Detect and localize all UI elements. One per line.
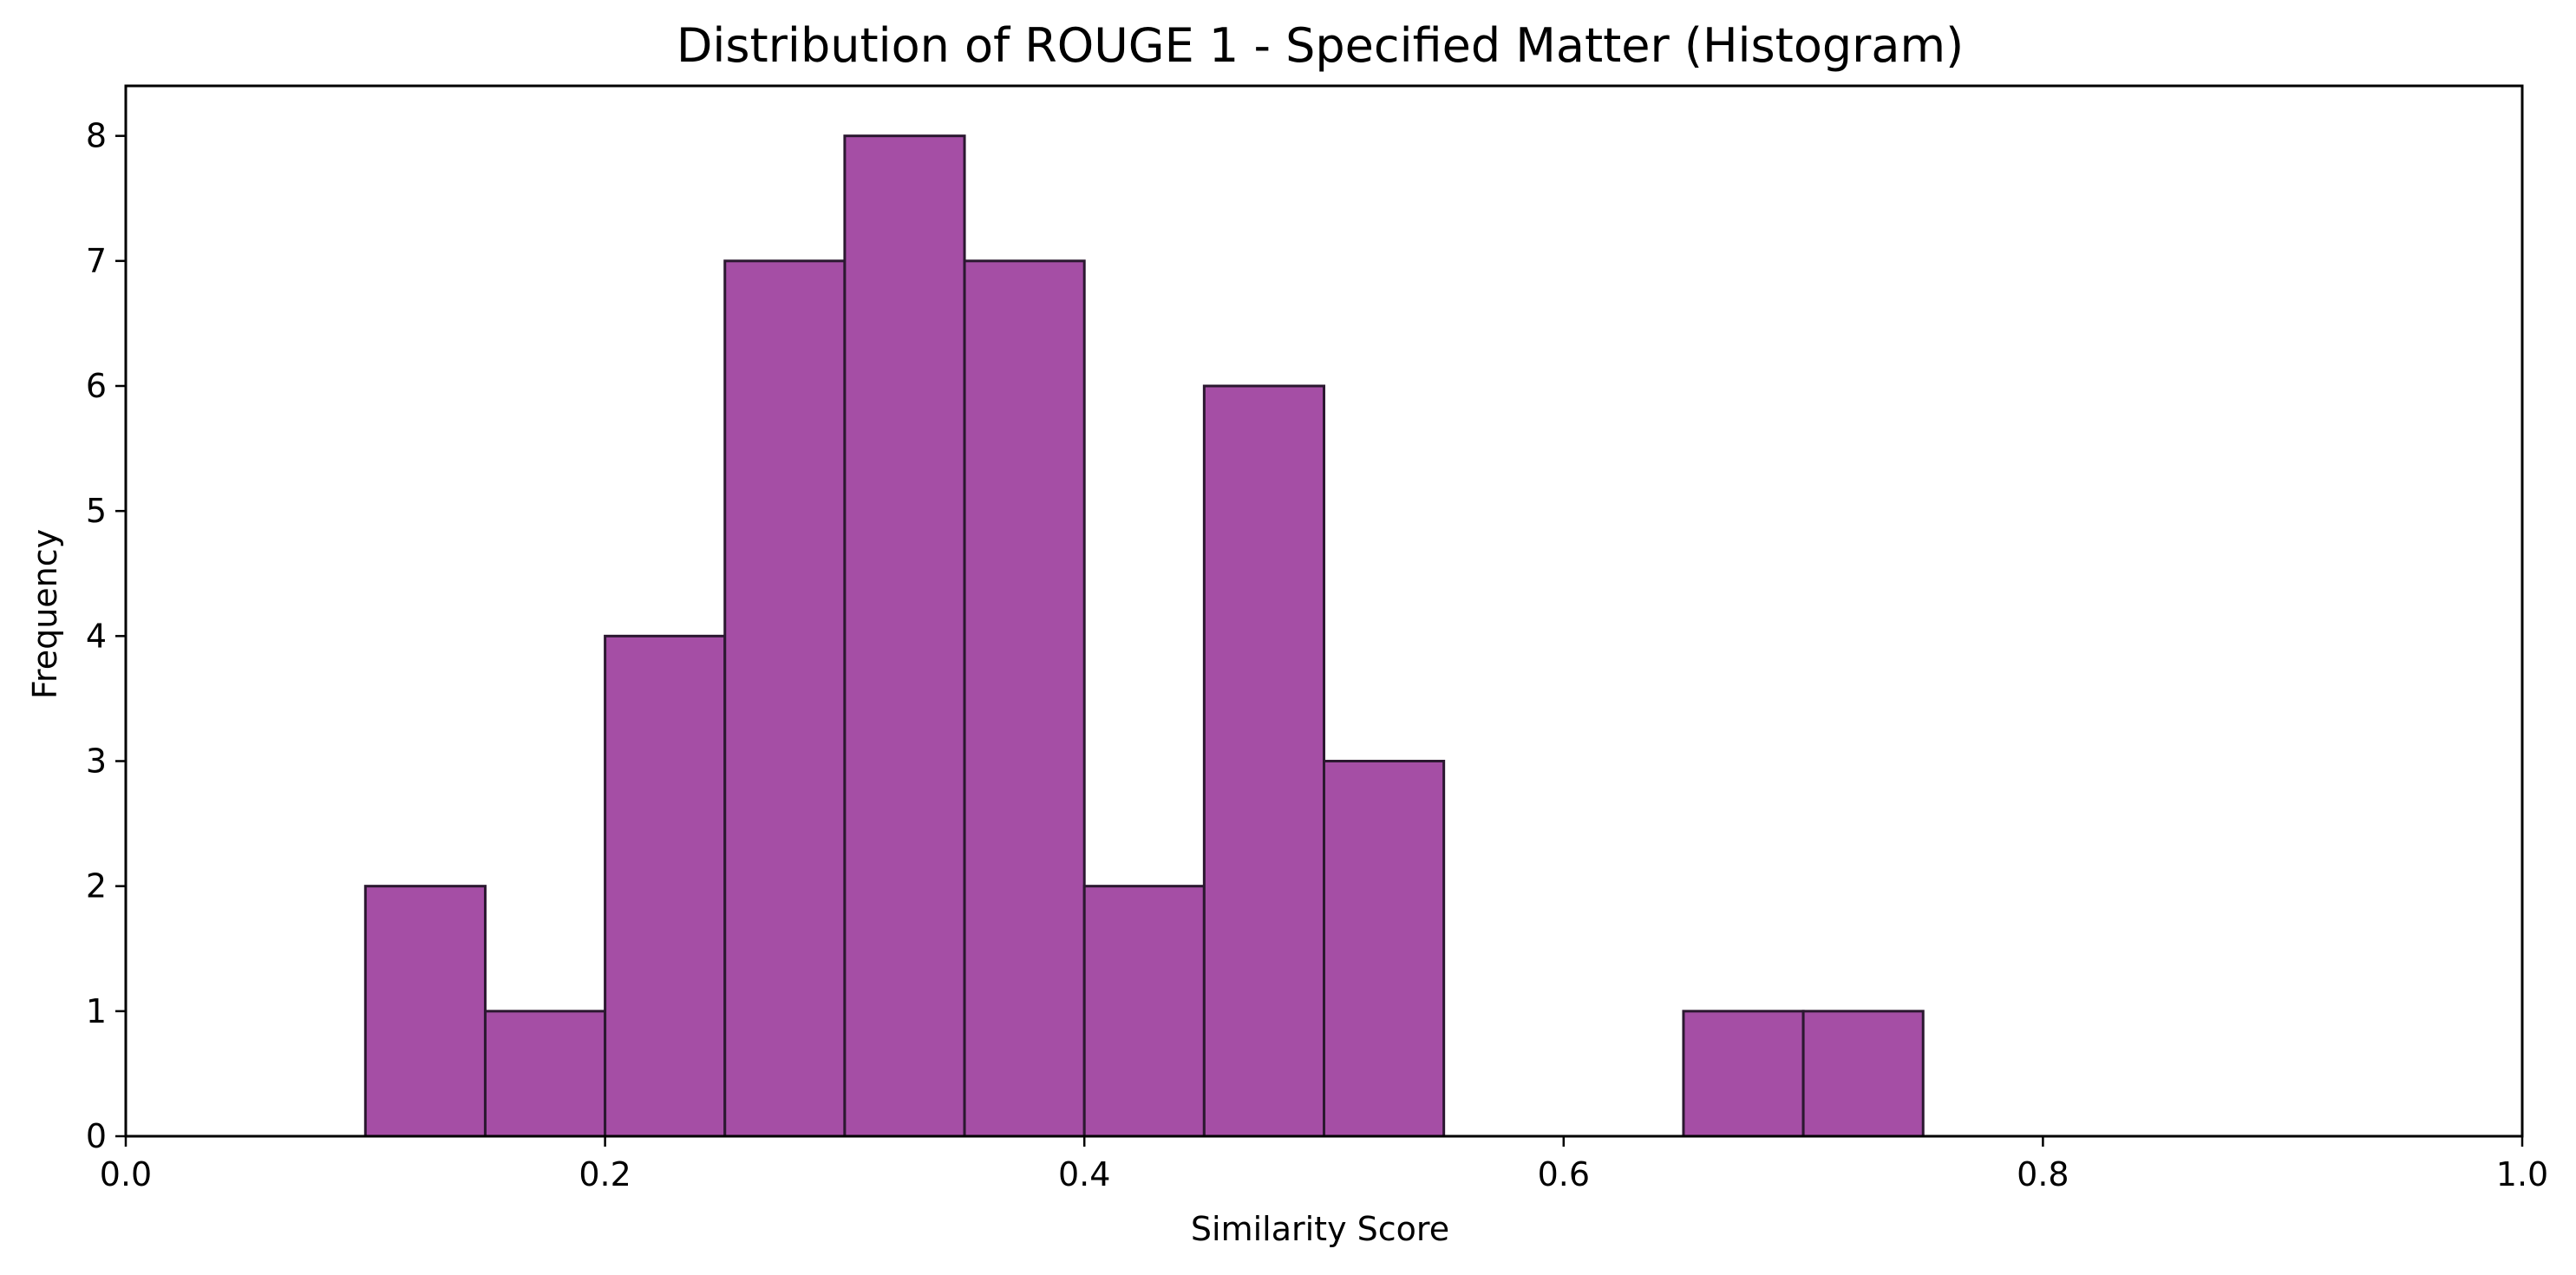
axes-layer bbox=[124, 84, 2524, 1138]
ticks-layer: 0.0 0.2 0.4 0.6 0.8 1.0 0 1 2 3 4 5 6 7 8 bbox=[86, 117, 2548, 1193]
y-tick-label-7: 7 bbox=[86, 242, 107, 280]
histogram-bar-0 bbox=[363, 885, 487, 1138]
x-tick-label-2: 0.4 bbox=[1058, 1155, 1110, 1193]
x-tick-label-1: 0.2 bbox=[579, 1155, 631, 1193]
plot-frame bbox=[124, 84, 2524, 1138]
histogram-bar-8 bbox=[1323, 760, 1446, 1138]
y-tick-label-1: 1 bbox=[86, 992, 107, 1030]
bars-layer bbox=[363, 134, 1925, 1138]
histogram-bar-7 bbox=[1202, 384, 1325, 1138]
histogram-bar-6 bbox=[1082, 885, 1206, 1138]
x-tick-label-0: 0.0 bbox=[100, 1155, 152, 1193]
histogram-bar-9 bbox=[1682, 1010, 1805, 1138]
x-axis-label: Similarity Score bbox=[1191, 1210, 1449, 1248]
histogram-bar-1 bbox=[483, 1010, 607, 1138]
y-tick-label-4: 4 bbox=[86, 617, 107, 655]
chart-title: Distribution of ROUGE 1 - Specified Matt… bbox=[677, 18, 1964, 73]
y-tick-label-5: 5 bbox=[86, 492, 107, 530]
histogram-bar-5 bbox=[963, 259, 1086, 1138]
x-tick-label-5: 1.0 bbox=[2496, 1155, 2548, 1193]
histogram-bar-4 bbox=[843, 134, 966, 1138]
histogram-bar-2 bbox=[604, 634, 727, 1138]
histogram-bar-10 bbox=[1801, 1010, 1925, 1138]
y-axis-label: Frequency bbox=[26, 529, 64, 699]
x-tick-label-4: 0.8 bbox=[2017, 1155, 2069, 1193]
y-tick-label-3: 3 bbox=[86, 742, 107, 781]
histogram-bar-3 bbox=[723, 259, 847, 1138]
y-tick-label-6: 6 bbox=[86, 367, 107, 405]
y-tick-label-2: 2 bbox=[86, 867, 107, 906]
x-tick-label-3: 0.6 bbox=[1538, 1155, 1590, 1193]
y-tick-label-0: 0 bbox=[86, 1117, 107, 1155]
y-tick-label-8: 8 bbox=[86, 117, 107, 155]
